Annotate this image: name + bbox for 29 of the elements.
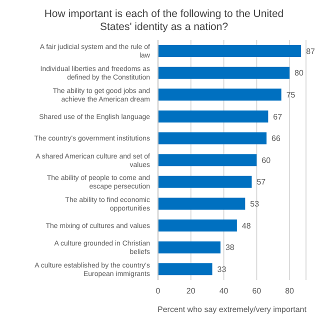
data-label: 38 (225, 243, 235, 252)
bar (158, 110, 268, 122)
chart-title: How important is each of the following to the United States' identity as a nation? (43, 8, 285, 34)
data-label: 80 (294, 68, 304, 78)
data-label: 60 (262, 156, 272, 165)
data-label: 66 (272, 134, 281, 144)
data-label: 57 (256, 178, 266, 187)
x-axis-title: Percent who say extremely/very important (158, 305, 308, 314)
bar (158, 198, 246, 210)
data-label: 75 (286, 90, 296, 100)
bar (158, 241, 220, 254)
bar (158, 154, 257, 166)
data-label: 53 (250, 200, 260, 209)
x-tick-label: 80 (285, 286, 295, 296)
bar (158, 263, 212, 276)
data-label: 87 (306, 46, 316, 56)
bar (158, 132, 267, 144)
x-tick-label: 60 (252, 286, 262, 296)
x-tick-label: 40 (219, 286, 229, 296)
data-label: 67 (273, 112, 283, 122)
bar (158, 88, 282, 101)
x-tick-label: 20 (186, 286, 196, 296)
bar (158, 66, 290, 79)
bar (158, 220, 237, 232)
bar (158, 176, 252, 188)
bar (158, 45, 302, 57)
data-label: 48 (242, 221, 252, 230)
data-label: 33 (217, 265, 227, 274)
x-tick-label: 0 (156, 286, 161, 296)
